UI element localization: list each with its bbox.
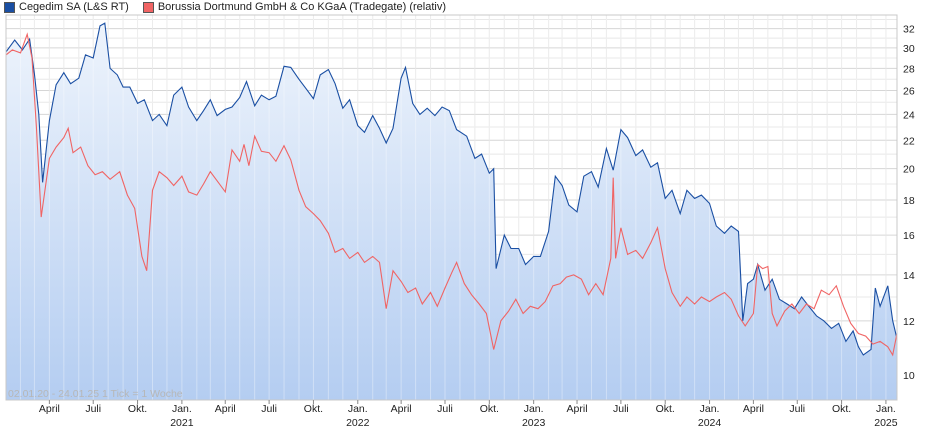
- x-tick-year: 2022: [346, 417, 370, 429]
- x-axis: April Juli Okt. Jan. 2021 April Juli Okt. Jan. 20…: [39, 400, 898, 429]
- x-tick-label: April: [215, 403, 236, 415]
- x-tick-label: Okt.: [304, 403, 323, 415]
- x-tick-label: April: [391, 403, 412, 415]
- x-tick-label: Okt.: [480, 403, 499, 415]
- series-bvb-line[interactable]: [5, 32, 898, 357]
- series-cegedim-area: [6, 23, 897, 400]
- series-cegedim-line[interactable]: [5, 22, 898, 356]
- x-tick-label: Juli: [613, 403, 629, 415]
- legend: Cegedim SA (L&S RT) Borussia Dortmund Gm…: [4, 0, 460, 14]
- x-tick-label: April: [567, 403, 588, 415]
- x-tick-label: Jan.: [700, 403, 720, 415]
- y-tick-label: 28: [903, 63, 915, 75]
- x-tick-label: Jan.: [348, 403, 368, 415]
- x-tick-year: 2024: [698, 417, 722, 429]
- grid-overlay: [19, 15, 887, 400]
- x-tick-year: 2025: [874, 417, 898, 429]
- x-tick-label: Okt.: [832, 403, 851, 415]
- x-tick-label: Jan.: [172, 403, 192, 415]
- y-axis: 10 12 14 16 18 20 22 24 26 28 30 32: [903, 24, 915, 383]
- x-tick-label: Juli: [261, 403, 277, 415]
- x-tick-year: 2023: [522, 417, 546, 429]
- date-range-label: 02.01.20 - 24.01.25 1 Tick = 1 Woche: [8, 388, 183, 400]
- legend-item-bvb[interactable]: Borussia Dortmund GmbH & Co KGaA (Tradeg…: [142, 1, 446, 13]
- x-tick-label: Juli: [437, 403, 453, 415]
- x-tick-year: 2021: [170, 417, 194, 429]
- x-tick-label: Jan.: [524, 403, 544, 415]
- plot-frame: [5, 14, 898, 401]
- y-tick-label: 26: [903, 86, 915, 98]
- legend-label-cegedim: Cegedim SA (L&S RT): [19, 1, 129, 13]
- x-tick-label: April: [743, 403, 764, 415]
- legend-item-cegedim[interactable]: Cegedim SA (L&S RT): [4, 1, 129, 13]
- legend-swatch-red: [142, 1, 154, 13]
- x-tick-label: April: [39, 403, 60, 415]
- y-tick-label: 10: [903, 370, 915, 382]
- y-tick-label: 16: [903, 230, 915, 242]
- y-tick-label: 22: [903, 135, 915, 147]
- y-tick-label: 14: [903, 270, 915, 282]
- x-tick-label: Juli: [789, 403, 805, 415]
- y-tick-label: 32: [903, 24, 915, 36]
- y-tick-label: 12: [903, 316, 915, 328]
- y-tick-label: 18: [903, 195, 915, 207]
- x-tick-label: Okt.: [128, 403, 147, 415]
- x-tick-label: Juli: [85, 403, 101, 415]
- y-tick-label: 30: [903, 43, 915, 55]
- x-tick-label: Jan.: [876, 403, 896, 415]
- x-tick-label: Okt.: [656, 403, 675, 415]
- y-tick-label: 24: [903, 109, 915, 121]
- y-tick-label: 20: [903, 164, 915, 176]
- legend-label-bvb: Borussia Dortmund GmbH & Co KGaA (Tradeg…: [157, 1, 446, 13]
- legend-swatch-blue: [4, 1, 15, 13]
